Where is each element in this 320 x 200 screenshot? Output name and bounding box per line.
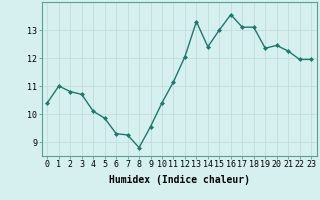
X-axis label: Humidex (Indice chaleur): Humidex (Indice chaleur) — [109, 175, 250, 185]
